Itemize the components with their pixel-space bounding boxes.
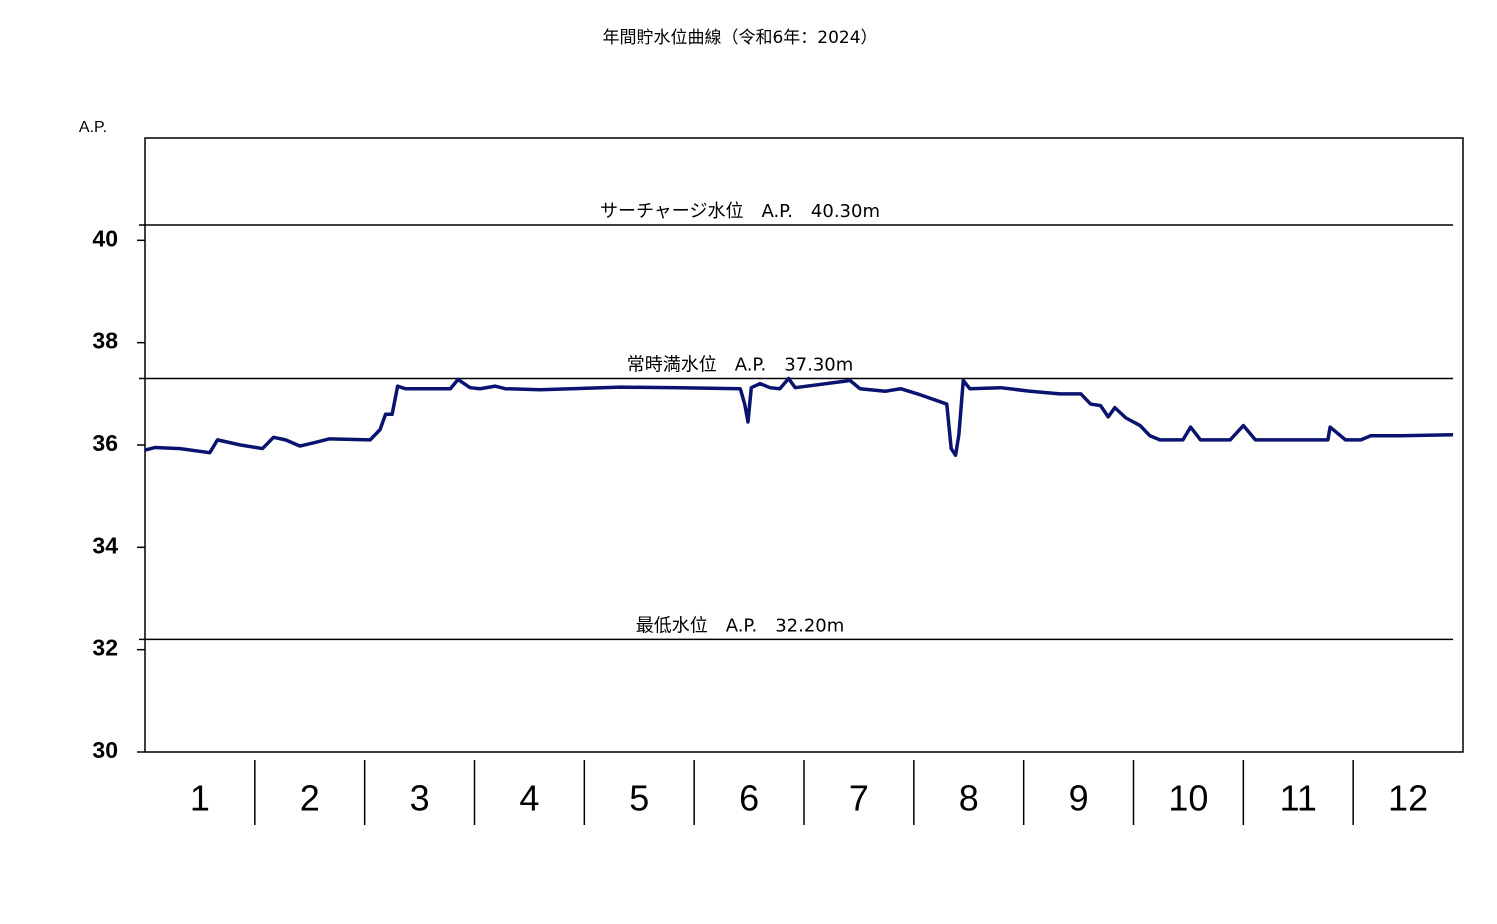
x-tick-label: 12 bbox=[1388, 778, 1428, 819]
x-tick-label: 10 bbox=[1168, 778, 1208, 819]
x-tick-label: 11 bbox=[1280, 778, 1317, 819]
y-tick-label: 40 bbox=[92, 225, 118, 251]
x-tick-label: 7 bbox=[849, 778, 869, 819]
x-tick-label: 3 bbox=[410, 778, 430, 819]
plot-frame bbox=[144, 137, 1464, 753]
y-tick-label: 36 bbox=[92, 430, 118, 456]
y-tick-label: 32 bbox=[92, 635, 118, 661]
series-line bbox=[144, 376, 1454, 457]
x-tick-label: 5 bbox=[629, 778, 649, 819]
x-tick-label: 8 bbox=[959, 778, 979, 819]
y-tick-label: 38 bbox=[92, 328, 118, 354]
y-tick-label: 30 bbox=[92, 737, 118, 763]
x-tick-label: 1 bbox=[190, 778, 210, 819]
x-tick-label: 6 bbox=[739, 778, 759, 819]
reference-label: 常時満水位 A.P. 37.30m bbox=[627, 354, 854, 375]
chart-title: 年間貯水位曲線（令和6年：2024） bbox=[602, 28, 877, 48]
reference-label: サーチャージ水位 A.P. 40.30m bbox=[600, 201, 880, 222]
reference-label: 最低水位 A.P. 32.20m bbox=[636, 615, 845, 636]
y-tick-label: 34 bbox=[92, 532, 118, 558]
x-tick-label: 9 bbox=[1069, 778, 1089, 819]
y-axis-label: A.P. bbox=[79, 119, 107, 136]
x-tick-label: 4 bbox=[519, 778, 539, 819]
x-tick-label: 2 bbox=[300, 778, 320, 819]
